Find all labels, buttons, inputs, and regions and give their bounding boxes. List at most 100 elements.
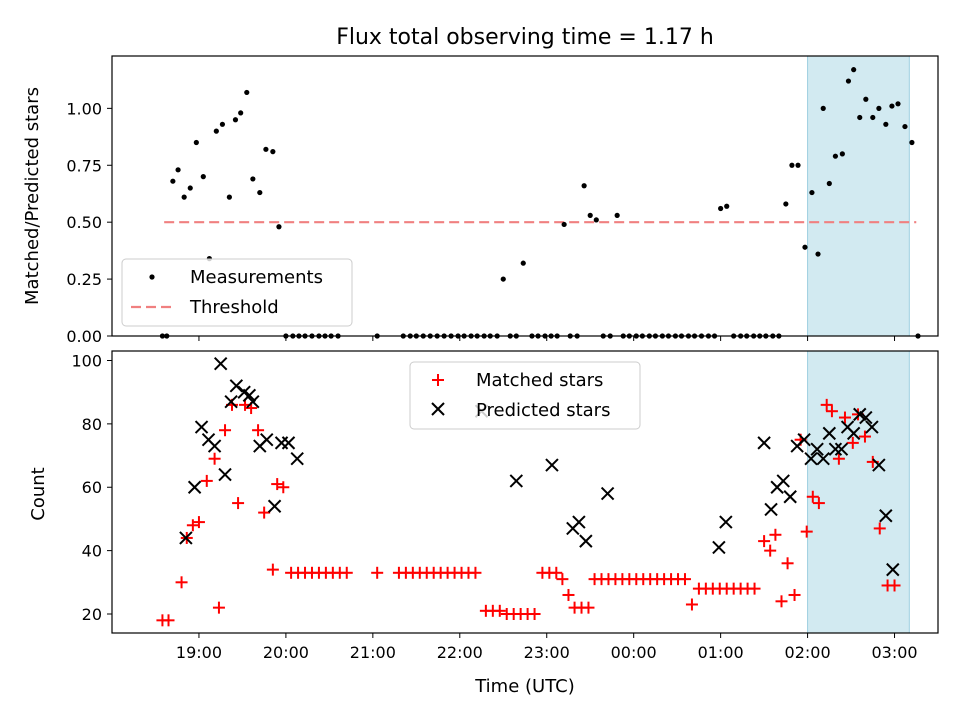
measurement-point — [718, 205, 724, 212]
bottom-axes-marks: 20 40 60 80 100 19:00 20:00 21:00 22:00 23:00 00:0… — [71, 352, 917, 662]
predicted-star-point — [816, 452, 830, 466]
matched-star-point — [266, 563, 279, 576]
matched-star-point — [277, 481, 290, 494]
matched-star-point — [175, 576, 188, 589]
matched-star-point — [825, 405, 838, 418]
matched-star-point — [820, 398, 833, 411]
measurement-point — [270, 149, 276, 155]
bottom-ylabel: Count — [28, 467, 49, 520]
matched-star-point — [162, 614, 175, 627]
measurement-point — [226, 194, 232, 200]
legend-predicted-marker — [431, 402, 445, 416]
predicted-star-point — [579, 534, 593, 548]
predicted-star-point — [834, 442, 849, 456]
matched-star-point — [748, 582, 761, 595]
measurement-point — [181, 194, 187, 200]
bottom-xtick-label: 03:00 — [871, 643, 917, 662]
predicted-star-point — [879, 509, 893, 523]
predicted-star-point — [246, 394, 260, 409]
predicted-star-point — [865, 420, 879, 434]
matched-star-point — [219, 424, 232, 437]
matched-star-point — [550, 566, 563, 579]
predicted-star-point — [242, 388, 257, 403]
predicted-star-point — [572, 515, 586, 529]
matched-star-point — [528, 607, 541, 620]
top-subplot: 0.00 0.25 0.50 0.75 1.00 Matched/Predicted s… — [22, 55, 939, 346]
matched-star-point — [232, 497, 245, 510]
measurement-point — [815, 251, 821, 257]
legend-predicted-label: Predicted stars — [476, 400, 610, 421]
matched-star-point — [873, 522, 886, 535]
predicted-star-point — [797, 433, 811, 447]
matched-star-point — [200, 474, 213, 487]
predicted-star-point — [776, 474, 790, 488]
matched-star-point — [340, 566, 353, 579]
matched-star-point — [758, 535, 771, 548]
matched-star-point — [888, 579, 901, 592]
measurement-point — [909, 139, 915, 146]
bottom-xtick-label: 22:00 — [437, 643, 483, 662]
measurement-point — [820, 105, 826, 111]
measurement-point — [889, 103, 895, 109]
measurement-point — [876, 105, 882, 111]
measurement-point — [883, 121, 889, 127]
measurement-point — [839, 151, 845, 157]
predicted-star-point — [218, 467, 232, 482]
bottom-xtick-label: 21:00 — [350, 643, 396, 662]
matched-star-point — [812, 497, 825, 510]
matched-star-point — [764, 544, 777, 557]
legend-matched-label: Matched stars — [476, 370, 603, 391]
measurement-point — [809, 189, 815, 196]
measurement-point — [581, 183, 587, 189]
matched-star-point — [582, 601, 595, 614]
matched-star-point — [192, 516, 205, 529]
predicted-star-point — [194, 420, 209, 434]
predicted-star-point — [810, 442, 824, 456]
top-ylabel: Matched/Predicted stars — [22, 87, 43, 305]
measurement-point — [244, 89, 250, 96]
bottom-legend: Matched stars Predicted stars — [409, 361, 641, 430]
predicted-star-point — [712, 540, 726, 555]
legend-matched-marker — [432, 374, 444, 386]
matched-star-point — [781, 557, 794, 570]
predicted-star-point — [846, 426, 861, 441]
predicted-star-point — [281, 436, 296, 450]
measurement-point — [250, 176, 256, 182]
measurement-point — [789, 162, 795, 168]
predicted-star-point — [859, 410, 873, 425]
top-ytick-label: 0.50 — [66, 213, 102, 232]
bottom-xlabel: Time (UTC) — [474, 676, 575, 697]
bottom-xtick-label: 20:00 — [263, 643, 309, 662]
predicted-star-point — [213, 356, 228, 371]
measurement-point — [795, 162, 801, 168]
bottom-axes-frame — [111, 350, 939, 634]
chart-title: Flux total observing time = 1.17 h — [336, 25, 714, 50]
legend-measurement-marker — [149, 274, 155, 280]
measurement-point — [500, 276, 506, 282]
top-ytick-label: 0.75 — [66, 156, 102, 175]
measurement-point — [193, 139, 199, 146]
matched-star-point — [685, 598, 698, 611]
predicted-star-point — [260, 433, 274, 447]
measurement-point — [851, 67, 857, 73]
matched-star-point — [846, 436, 859, 449]
predicted-star-point — [822, 426, 837, 441]
predicted-stars-series — [179, 356, 900, 577]
bottom-ytick-label: 60 — [82, 478, 102, 497]
predicted-star-point — [509, 474, 524, 488]
measurement-point — [724, 203, 730, 209]
top-axes-marks: 0.00 0.25 0.50 0.75 1.00 — [66, 99, 896, 346]
matched-star-point — [838, 411, 851, 424]
measurement-point — [187, 185, 193, 191]
predicted-star-point — [783, 490, 797, 504]
predicted-star-point — [828, 442, 843, 456]
measurement-point — [263, 146, 269, 152]
bottom-xtick-label: 23:00 — [524, 643, 570, 662]
predicted-star-point — [757, 436, 771, 450]
top-ytick-label: 0.25 — [66, 270, 102, 289]
matched-star-point — [562, 588, 575, 601]
matched-stars-series — [156, 398, 901, 627]
predicted-star-point — [872, 458, 886, 472]
predicted-star-point — [719, 515, 733, 529]
